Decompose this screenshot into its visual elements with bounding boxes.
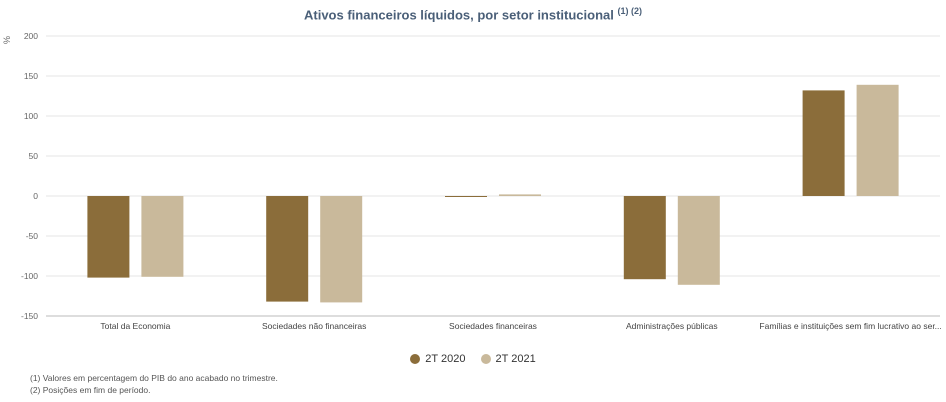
footnotes: (1) Valores em percentagem do PIB do ano… bbox=[30, 372, 278, 396]
y-tick-label: 200 bbox=[24, 31, 38, 41]
bar-series-1[interactable] bbox=[445, 196, 487, 197]
legend-label: 2T 2020 bbox=[425, 353, 466, 365]
y-tick-label: -100 bbox=[21, 271, 38, 281]
bar-series-1[interactable] bbox=[623, 196, 666, 280]
legend-item-series-2[interactable]: 2T 2021 bbox=[480, 353, 536, 365]
y-tick-label: 150 bbox=[24, 71, 38, 81]
x-tick-label: Sociedades não financeiras bbox=[262, 321, 366, 331]
legend: 2T 2020 2T 2021 bbox=[0, 353, 946, 367]
legend-label: 2T 2021 bbox=[495, 353, 536, 365]
bar-series-1[interactable] bbox=[802, 90, 845, 196]
legend-swatch bbox=[410, 354, 421, 364]
x-tick-label: Total da Economia bbox=[100, 321, 170, 331]
bar-series-2[interactable] bbox=[856, 84, 899, 196]
bar-series-1[interactable] bbox=[266, 196, 309, 302]
y-tick-label: -50 bbox=[26, 231, 39, 241]
bar-series-2[interactable] bbox=[141, 196, 184, 277]
legend-swatch bbox=[480, 354, 491, 364]
bar-series-2[interactable] bbox=[320, 196, 363, 303]
y-tick-label: 50 bbox=[29, 151, 39, 161]
y-tick-label: 100 bbox=[24, 111, 38, 121]
legend-item-series-1[interactable]: 2T 2020 bbox=[410, 353, 465, 365]
chart-title-text: Ativos financeiros líquidos, por setor i… bbox=[304, 7, 614, 23]
x-axis-ticks: Total da Economia Sociedades não financei… bbox=[100, 321, 941, 331]
bars bbox=[87, 84, 899, 303]
y-axis-ticks: 200 150 100 50 0 -50 -100 -150 bbox=[21, 31, 38, 321]
footnote-1: (1) Valores em percentagem do PIB do ano… bbox=[30, 373, 278, 383]
bar-series-2[interactable] bbox=[499, 194, 541, 196]
x-tick-label: Sociedades financeiras bbox=[449, 321, 537, 331]
bar-series-1[interactable] bbox=[87, 196, 130, 278]
y-tick-label: -150 bbox=[21, 311, 38, 321]
x-tick-label: Administrações públicas bbox=[626, 321, 718, 331]
footnote-2: (2) Posições em fim de período. bbox=[30, 385, 151, 395]
chart-title: Ativos financeiros líquidos, por setor i… bbox=[0, 6, 946, 22]
grid-lines bbox=[46, 35, 940, 317]
y-axis-label: % bbox=[2, 36, 12, 44]
chart-title-footnote-refs: (1) (2) bbox=[617, 6, 643, 16]
bar-series-2[interactable] bbox=[677, 196, 720, 285]
y-tick-label: 0 bbox=[33, 191, 38, 201]
x-tick-label: Famílias e instituições sem fim lucrativ… bbox=[759, 321, 941, 331]
bar-chart: 200 150 100 50 0 -50 -100 -150 % Total da Econo… bbox=[2, 31, 942, 331]
